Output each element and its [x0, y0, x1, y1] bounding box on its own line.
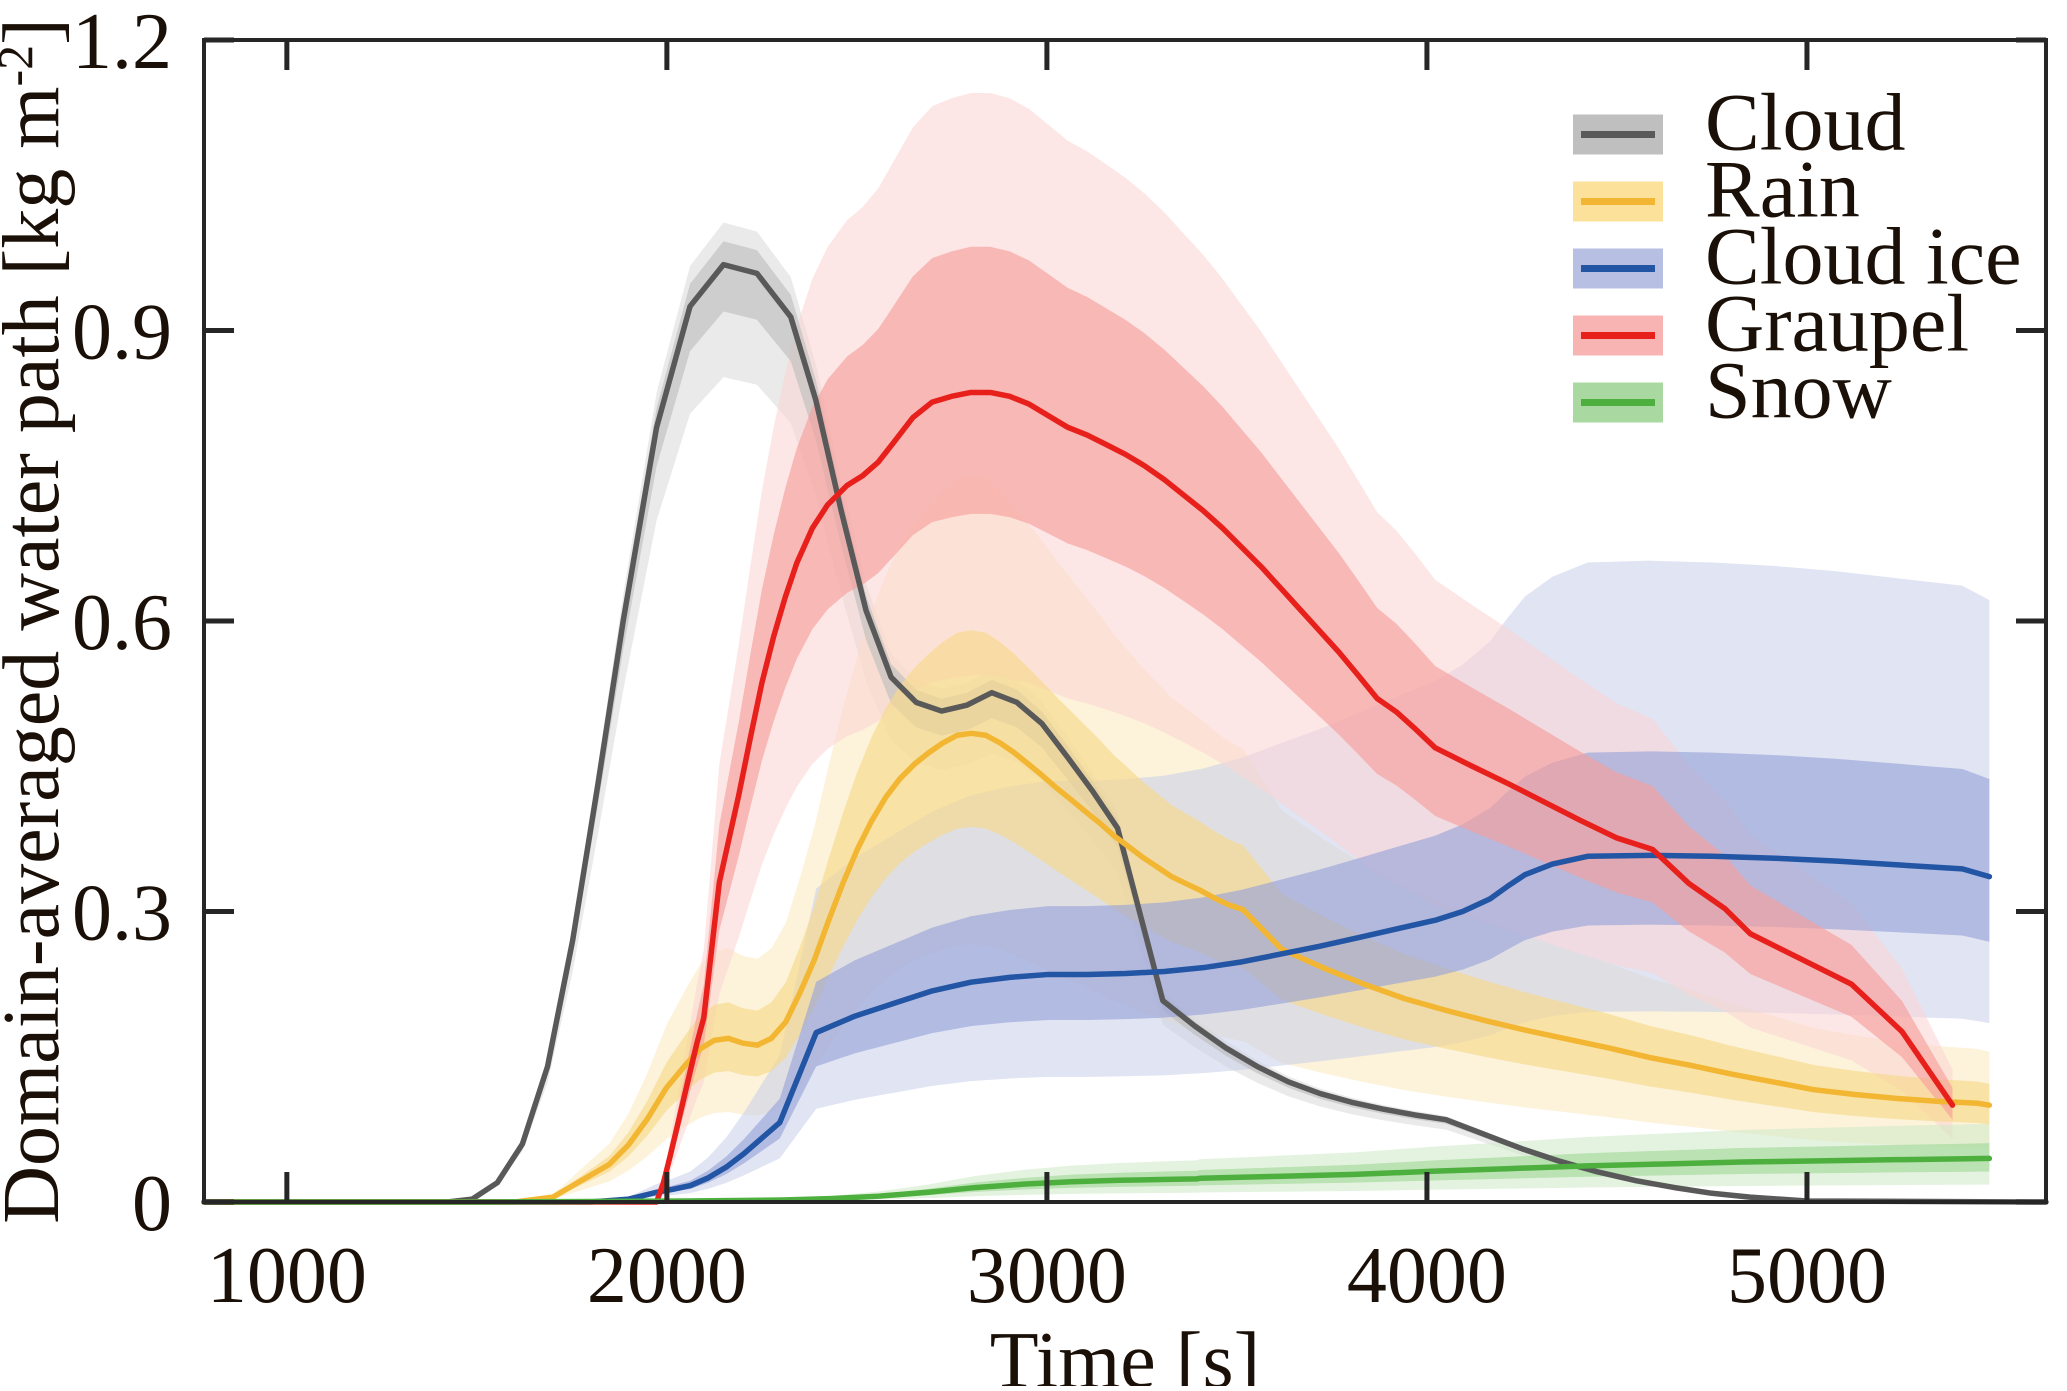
svg-text:5000: 5000 [1727, 1232, 1887, 1320]
svg-text:2000: 2000 [587, 1232, 747, 1320]
svg-text:1.2: 1.2 [72, 0, 172, 86]
svg-text:0.6: 0.6 [72, 579, 172, 667]
svg-text:0: 0 [132, 1160, 172, 1248]
svg-text:3000: 3000 [967, 1232, 1127, 1320]
svg-text:0.9: 0.9 [72, 289, 172, 377]
svg-text:4000: 4000 [1347, 1232, 1507, 1320]
svg-text:0.3: 0.3 [72, 870, 172, 958]
svg-text:1000: 1000 [207, 1232, 367, 1320]
svg-text:Domain-averaged water path [kg: Domain-averaged water path [kg m-2] [0, 18, 76, 1224]
svg-text:Time [s]: Time [s] [990, 1317, 1260, 1386]
svg-text:Snow: Snow [1705, 345, 1892, 436]
